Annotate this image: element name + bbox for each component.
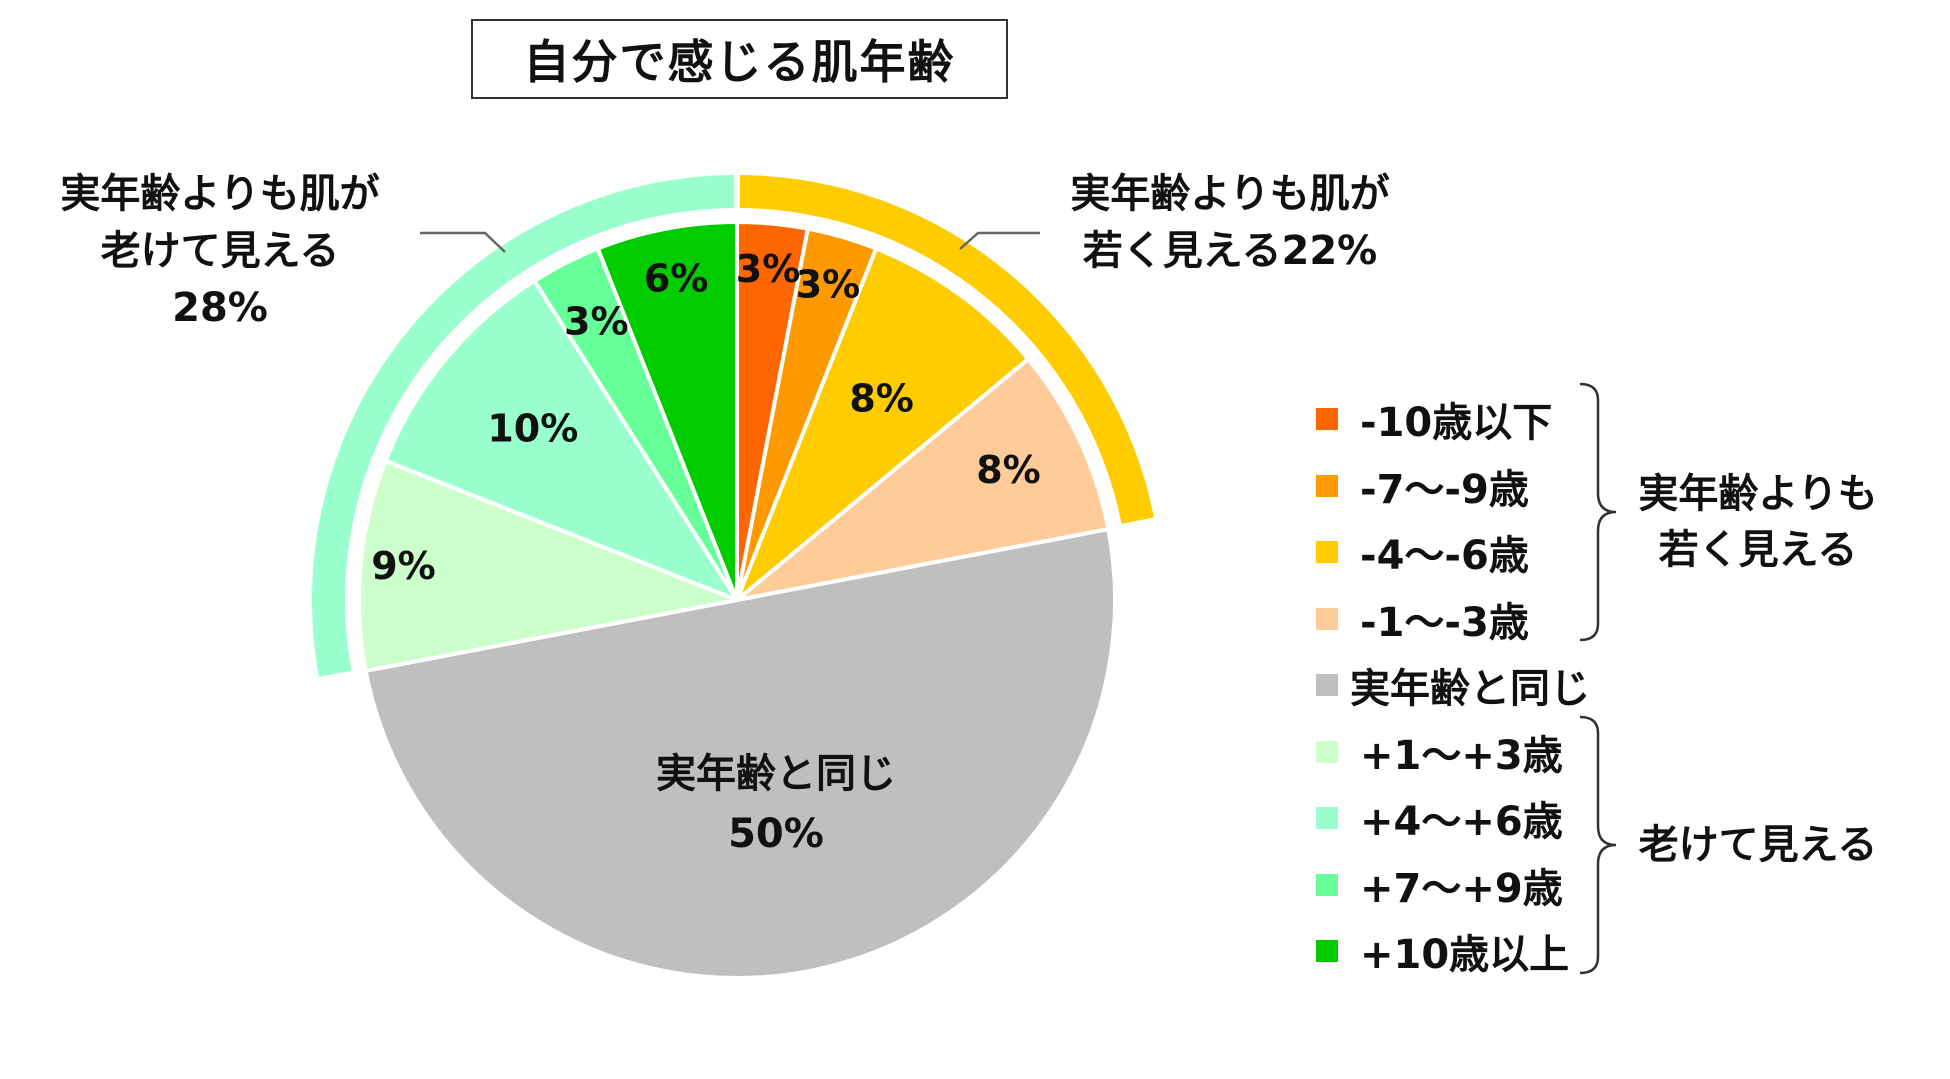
legend-label: -7〜-9歳 xyxy=(1360,466,1529,513)
older-group-label: 老けて見える xyxy=(1638,817,1878,873)
legend-item: -7〜-9歳 xyxy=(1316,453,1529,519)
legend-swatch xyxy=(1316,541,1338,563)
legend-swatch xyxy=(1316,408,1338,430)
older-leader-line xyxy=(420,231,506,253)
legend-label: +10歳以上 xyxy=(1360,932,1570,978)
legend-swatch xyxy=(1316,740,1338,763)
legend-item: -4〜-6歳 xyxy=(1316,519,1529,585)
slice-center-label: 50% xyxy=(728,811,824,857)
slice-value-label: 6% xyxy=(644,256,709,300)
legend-item: +4〜+6歳 xyxy=(1316,785,1563,851)
younger-group-label-line-1: 実年齢よりも xyxy=(1638,471,1878,517)
legend-item: -1〜-3歳 xyxy=(1316,586,1529,652)
slice-value-label: 8% xyxy=(849,376,914,420)
slice-center-label: 実年齢と同じ xyxy=(656,751,896,797)
older-annotation-line-3: 28% xyxy=(172,285,268,331)
legend-swatch xyxy=(1316,807,1338,829)
legend-label: -4〜-6歳 xyxy=(1360,533,1529,579)
legend-label: 実年齢と同じ xyxy=(1350,666,1590,712)
older-group-label-line-1: 老けて見える xyxy=(1638,822,1878,868)
slice-value-label: 10% xyxy=(487,407,578,451)
slice-value-label: 3% xyxy=(564,299,629,343)
legend-swatch xyxy=(1316,674,1338,696)
legend-label: +4〜+6歳 xyxy=(1360,799,1563,845)
legend-swatch xyxy=(1316,873,1338,896)
legend-label: +7〜+9歳 xyxy=(1360,865,1563,912)
pie-slice xyxy=(595,220,739,602)
younger-group-label-line-2: 若く見える xyxy=(1658,527,1858,573)
slice-value-label: 3% xyxy=(796,262,861,306)
chart-title: 自分で感じる肌年齢 xyxy=(471,19,1008,99)
legend-item: +1〜+3歳 xyxy=(1316,719,1563,785)
legend-label: -1〜-3歳 xyxy=(1360,599,1529,646)
pie-slice xyxy=(357,458,739,673)
legend-label: -10歳以下 xyxy=(1360,400,1553,446)
legend-item: -10歳以下 xyxy=(1316,386,1552,452)
younger-leader-line xyxy=(959,231,1040,250)
younger-group-label: 実年齢よりも 若く見える xyxy=(1638,466,1878,578)
legend-label: +1〜+3歳 xyxy=(1360,732,1563,779)
legend-item: +7〜+9歳 xyxy=(1316,852,1563,918)
pie-slice xyxy=(735,246,1031,602)
younger-annotation-line-2: 若く見える22% xyxy=(1082,228,1378,274)
slice-value-label: 8% xyxy=(976,448,1041,492)
older-annotation-line-1: 実年齢よりも肌が xyxy=(60,171,380,217)
younger-group-ring xyxy=(739,175,1154,524)
younger-group-annotation: 実年齢よりも肌が 若く見える22% xyxy=(1030,166,1430,280)
pie-slice xyxy=(735,357,1111,602)
pie-slice xyxy=(383,278,739,602)
slice-value-label: 3% xyxy=(736,247,801,291)
legend-item: +10歳以上 xyxy=(1316,918,1569,984)
legend-item: 実年齢と同じ xyxy=(1316,652,1590,718)
legend-swatch xyxy=(1316,940,1338,962)
older-annotation-line-2: 老けて見える xyxy=(100,228,340,274)
slice-value-label: 9% xyxy=(371,544,436,588)
older-group-annotation: 実年齢よりも肌が 老けて見える 28% xyxy=(20,166,420,337)
legend-swatch xyxy=(1316,474,1338,497)
pie-slice xyxy=(366,529,1115,978)
younger-annotation-line-1: 実年齢よりも肌が xyxy=(1070,171,1390,217)
legend-swatch xyxy=(1316,607,1338,630)
